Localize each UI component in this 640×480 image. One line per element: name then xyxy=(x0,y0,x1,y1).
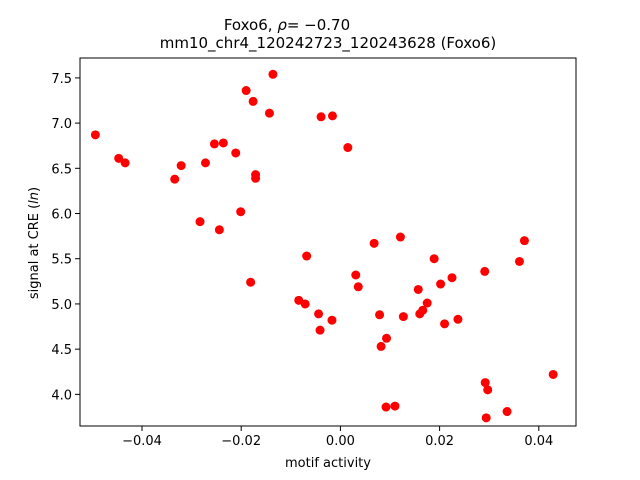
data-point xyxy=(483,385,493,395)
chart-title-line2: mm10_chr4_120242723_120243628 (Foxo6) xyxy=(160,34,496,53)
data-point xyxy=(382,333,392,343)
chart-title-rho-value: = −0.70 xyxy=(287,16,350,34)
data-point xyxy=(327,315,337,325)
data-point xyxy=(209,139,219,149)
data-point xyxy=(302,251,312,261)
data-point xyxy=(480,378,490,388)
data-point xyxy=(480,266,490,276)
data-point xyxy=(390,401,400,411)
data-point xyxy=(381,402,391,412)
data-point xyxy=(447,273,457,283)
y-tick-label: 5.5 xyxy=(51,253,72,268)
y-axis-label-italic: ln xyxy=(27,192,42,204)
data-point xyxy=(422,298,432,308)
data-point xyxy=(353,282,363,292)
data-point xyxy=(548,369,558,379)
data-point xyxy=(90,130,100,140)
data-point xyxy=(315,325,325,335)
data-point xyxy=(436,279,446,289)
y-tick-label: 7.5 xyxy=(51,72,72,87)
chart-title-gene: Foxo6, xyxy=(224,16,277,34)
data-point xyxy=(236,207,246,217)
data-point xyxy=(248,96,258,106)
data-point xyxy=(413,284,423,294)
y-axis-label: signal at CRE (ln) xyxy=(27,187,42,299)
data-point xyxy=(440,319,450,329)
data-point xyxy=(314,309,324,319)
data-point xyxy=(264,108,274,118)
data-point xyxy=(231,148,241,158)
y-tick-label: 6.5 xyxy=(51,162,72,177)
data-point xyxy=(351,270,361,280)
data-point xyxy=(200,158,210,168)
y-tick-label: 5.0 xyxy=(51,298,72,313)
plot-frame xyxy=(79,57,577,427)
data-point xyxy=(120,158,130,168)
y-axis-label-suffix: ) xyxy=(27,187,42,192)
data-point xyxy=(398,312,408,322)
data-point xyxy=(418,305,428,315)
data-point xyxy=(519,236,529,246)
data-point xyxy=(246,277,256,287)
data-point xyxy=(251,173,261,183)
data-point xyxy=(453,314,463,324)
data-point xyxy=(214,225,224,235)
data-point xyxy=(369,238,379,248)
y-tick-label: 6.0 xyxy=(51,208,72,223)
x-tick-label: 0.04 xyxy=(524,434,553,449)
data-point xyxy=(395,232,405,242)
data-point xyxy=(343,143,353,153)
data-point xyxy=(327,111,337,121)
x-tick-label: 0.00 xyxy=(326,434,355,449)
data-point xyxy=(481,413,491,423)
data-point xyxy=(316,112,326,122)
x-tick-label: −0.04 xyxy=(122,434,162,449)
data-point xyxy=(375,310,385,320)
data-point xyxy=(241,86,251,96)
x-tick-label: 0.02 xyxy=(425,434,454,449)
data-point xyxy=(376,341,386,351)
data-point xyxy=(195,217,205,227)
y-tick-label: 7.0 xyxy=(51,117,72,132)
chart-title-rho-symbol: ρ xyxy=(277,16,287,34)
data-point xyxy=(514,256,524,266)
data-point xyxy=(300,299,310,309)
x-tick-label: −0.02 xyxy=(221,434,261,449)
y-tick-label: 4.0 xyxy=(51,388,72,403)
plot-area: −0.04 −0.02 0.00 0.02 0.04 4.0 4.5 5.0 5.5 6.0 6.5… xyxy=(51,57,577,449)
chart-title-line1: Foxo6, ρ= −0.70 xyxy=(224,16,350,34)
data-point xyxy=(176,161,186,171)
data-point xyxy=(170,174,180,184)
data-point xyxy=(268,69,278,79)
data-point xyxy=(502,407,512,417)
data-point xyxy=(114,153,124,163)
x-axis-label: motif activity xyxy=(285,456,371,471)
y-axis-label-prefix: signal at CRE ( xyxy=(27,204,42,299)
data-point xyxy=(429,254,439,264)
y-tick-label: 4.5 xyxy=(51,343,72,358)
data-point xyxy=(218,138,228,148)
